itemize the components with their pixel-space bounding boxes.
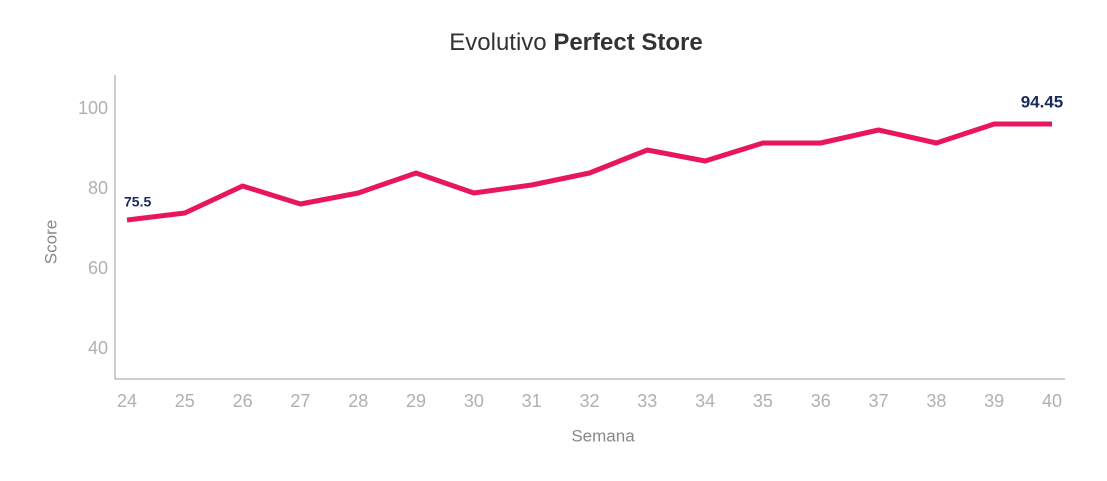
- x-tick-label: 26: [233, 391, 253, 411]
- x-tick-label: 29: [406, 391, 426, 411]
- x-tick-label: 27: [290, 391, 310, 411]
- x-tick-label: 39: [984, 391, 1004, 411]
- x-tick-label: 35: [753, 391, 773, 411]
- y-tick-label: 40: [88, 338, 108, 358]
- y-tick-label: 100: [78, 98, 108, 118]
- x-tick-label: 33: [637, 391, 657, 411]
- x-tick-label: 31: [522, 391, 542, 411]
- annotation: 94.45: [1021, 92, 1064, 111]
- y-tick-label: 80: [88, 178, 108, 198]
- annotation: 75.5: [124, 194, 151, 210]
- y-axis-title: Score: [41, 220, 60, 264]
- x-tick-label: 30: [464, 391, 484, 411]
- x-tick-label: 40: [1042, 391, 1062, 411]
- title-light: Evolutivo: [449, 29, 546, 56]
- x-tick-label: 28: [348, 391, 368, 411]
- x-tick-label: 36: [811, 391, 831, 411]
- x-tick-label: 37: [869, 391, 889, 411]
- x-tick-label: 25: [175, 391, 195, 411]
- y-tick-label: 60: [88, 258, 108, 278]
- x-tick-label: 32: [579, 391, 599, 411]
- x-tick-label: 38: [926, 391, 946, 411]
- x-tick-label: 24: [117, 391, 137, 411]
- line: [126, 121, 1052, 223]
- x-tick-label: 34: [695, 391, 715, 411]
- chart-title: Evolutivo Perfect Store: [449, 29, 702, 56]
- title-bold: Perfect Store: [553, 29, 702, 56]
- x-axis-title: Semana: [571, 426, 635, 445]
